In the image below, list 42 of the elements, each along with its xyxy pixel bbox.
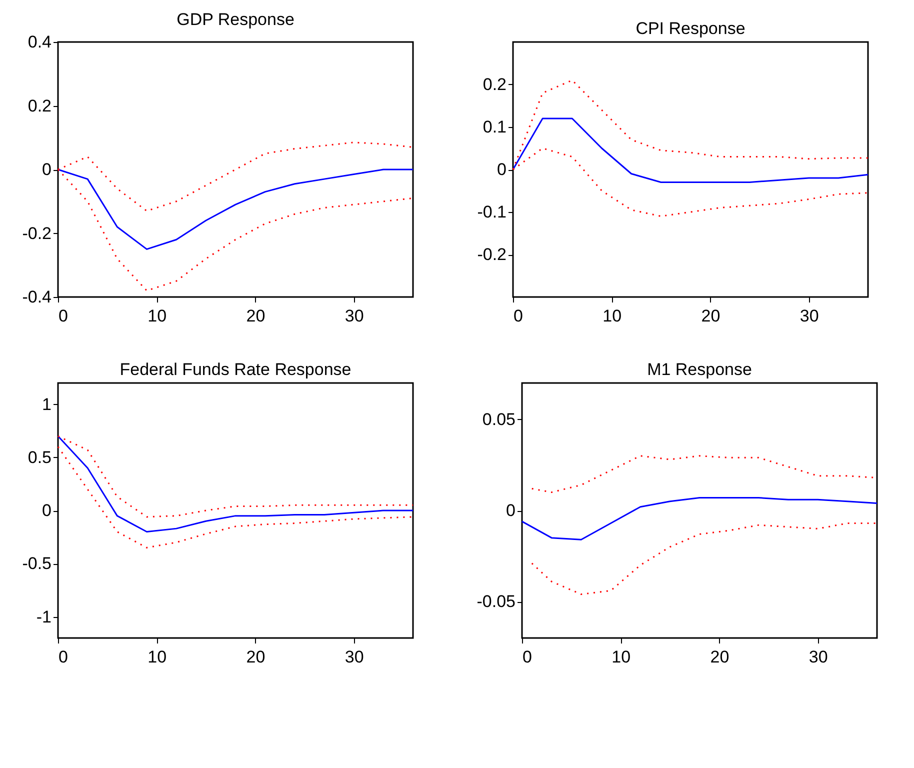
x-tick-label: 10 (148, 306, 167, 326)
y-tick-label: -0.05 (476, 592, 516, 612)
y-tick-label: 0 (497, 160, 506, 179)
y-tick-label: 1 (42, 394, 52, 414)
chart-title: CPI Response (636, 19, 746, 38)
line-series (531, 522, 878, 596)
y-tick-label: -0.5 (22, 554, 52, 574)
x-tick-label: 0 (522, 648, 532, 666)
x-tick-label: 10 (612, 648, 631, 666)
y-tick-label: 0 (42, 501, 52, 520)
y-tick-label: -0.2 (22, 224, 52, 243)
y-tick-label: 0.4 (28, 32, 52, 52)
chart-title: Federal Funds Rate Response (120, 360, 352, 379)
y-tick-label: -0.1 (477, 202, 506, 222)
chart-title: GDP Response (176, 10, 294, 29)
y-tick-label: -0.2 (477, 245, 506, 264)
y-tick-label: 0.1 (482, 118, 506, 136)
line-series (57, 446, 414, 548)
y-tick-label: 0 (42, 160, 52, 179)
y-tick-label: -1 (36, 607, 52, 626)
line-series (512, 118, 869, 183)
line-series (521, 497, 878, 540)
y-tick-label: 0 (506, 501, 516, 520)
x-tick-label: 10 (602, 306, 622, 326)
x-tick-label: 10 (148, 648, 167, 666)
y-tick-label: 0.5 (28, 448, 52, 467)
x-tick-label: 30 (344, 306, 364, 326)
x-tick-label: 0 (58, 306, 68, 326)
x-tick-label: 30 (344, 648, 364, 666)
x-tick-label: 20 (246, 306, 266, 326)
x-tick-label: 0 (58, 648, 68, 666)
chart-title: M1 Response (647, 360, 752, 379)
x-tick-label: 20 (246, 648, 266, 666)
y-tick-label: 0.2 (482, 75, 506, 94)
y-tick-label: 0.05 (482, 410, 516, 429)
x-tick-label: 30 (808, 648, 828, 666)
y-tick-label: -0.4 (22, 288, 52, 306)
x-tick-label: 20 (701, 306, 720, 326)
x-tick-label: 30 (800, 306, 819, 326)
y-tick-label: 0.2 (28, 96, 52, 116)
line-series (57, 168, 414, 250)
x-tick-label: 20 (710, 648, 730, 666)
